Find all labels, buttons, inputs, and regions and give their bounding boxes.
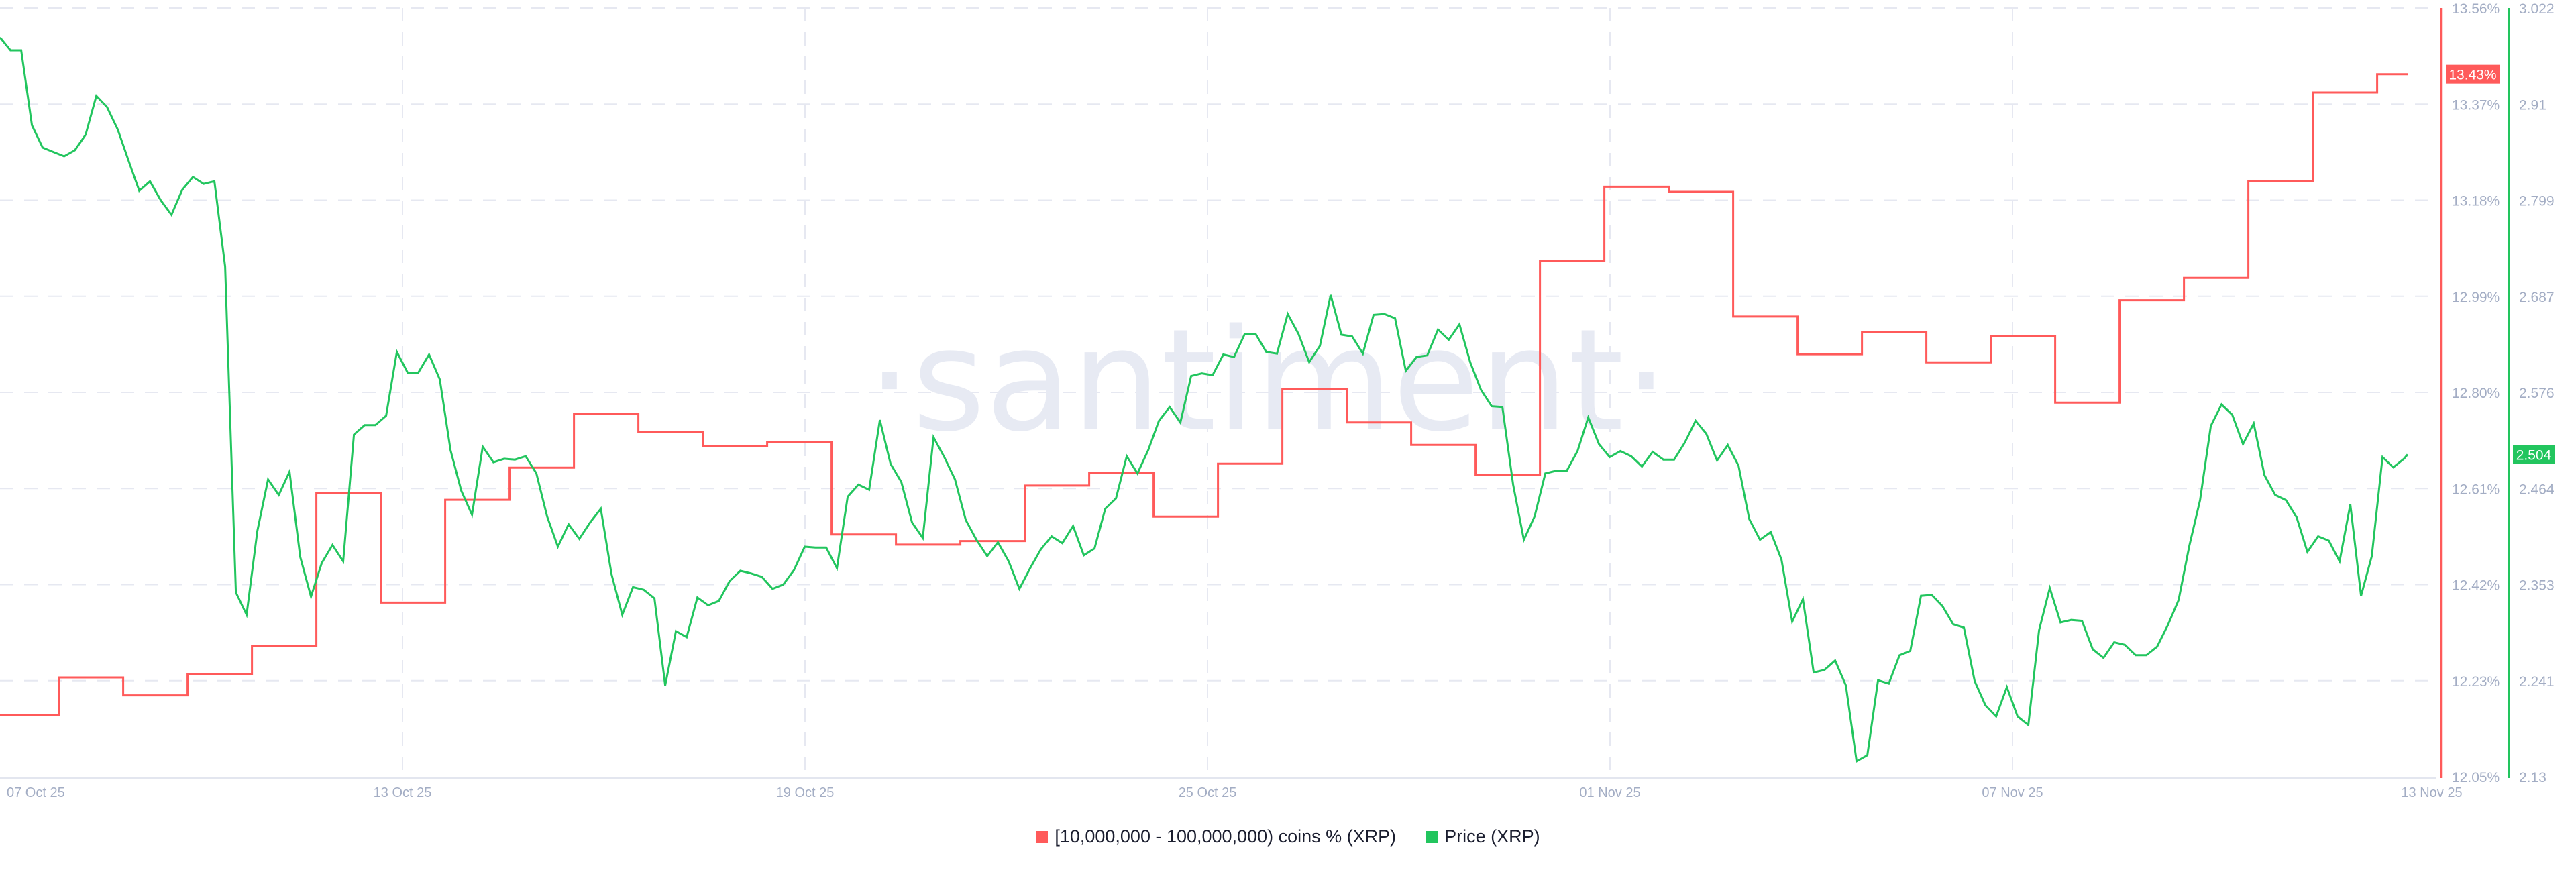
price-tick-label: 2.353 [2519, 578, 2555, 594]
legend-label: [10,000,000 - 100,000,000) coins % (XRP) [1055, 826, 1397, 847]
price-tick-label: 2.13 [2519, 770, 2546, 785]
price-tick-label: 2.464 [2519, 482, 2555, 497]
price-tick-label: 2.799 [2519, 194, 2555, 209]
x-tick-label: 25 Oct 25 [1179, 785, 1237, 800]
price-axis-ticks: 3.022 2.91 2.799 2.687 2.576 2.464 2.353 2.241 2… [2519, 1, 2555, 785]
percent-tick-label: 13.18% [2452, 194, 2500, 209]
legend-swatch-green [1426, 830, 1438, 843]
legend-item-price[interactable]: Price (XRP) [1426, 826, 1540, 847]
price-tick-label: 2.91 [2519, 97, 2546, 113]
x-tick-label: 19 Oct 25 [776, 785, 835, 800]
legend-swatch-red [1036, 830, 1049, 843]
percent-tick-label: 12.42% [2452, 578, 2500, 594]
percent-axis-ticks: 13.56% 13.37% 13.18% 12.99% 12.80% 12.61% 12.4… [2452, 1, 2500, 785]
percent-tick-label: 12.05% [2452, 770, 2500, 785]
percent-tick-label: 12.99% [2452, 290, 2500, 305]
x-tick-label: 07 Oct 25 [7, 785, 65, 800]
grid [0, 7, 2436, 777]
percent-tick-label: 12.23% [2452, 674, 2500, 690]
series-line-coins-percent [0, 73, 2408, 716]
percent-tick-label: 13.37% [2452, 97, 2500, 113]
price-tick-label: 2.576 [2519, 386, 2555, 401]
percent-tick-label: 12.61% [2452, 482, 2500, 497]
x-tick-label: 07 Nov 25 [1982, 785, 2043, 800]
x-tick-label: 13 Nov 25 [2401, 785, 2462, 800]
legend-label: Price (XRP) [1444, 826, 1540, 847]
last-value-price: 2.504 [2516, 448, 2552, 464]
x-axis-ticks: 07 Oct 25 13 Oct 25 19 Oct 25 25 Oct 25 01 N… [7, 785, 2463, 800]
price-tick-label: 2.241 [2519, 674, 2555, 690]
series-line-price [0, 36, 2409, 763]
x-tick-label: 13 Oct 25 [374, 785, 432, 800]
legend: [10,000,000 - 100,000,000) coins % (XRP)… [0, 826, 2576, 847]
price-tick-label: 3.022 [2519, 1, 2555, 17]
price-tick-label: 2.687 [2519, 290, 2555, 305]
last-value-percent: 13.43% [2449, 68, 2496, 83]
percent-tick-label: 12.80% [2452, 386, 2500, 401]
last-value-badge-percent: 13.43% [2446, 64, 2500, 84]
watermark: ·santiment· [867, 298, 1669, 463]
x-tick-label: 01 Nov 25 [1579, 785, 1640, 800]
percent-tick-label: 13.56% [2452, 1, 2500, 17]
last-value-badge-price: 2.504 [2513, 445, 2555, 464]
legend-item-coins-percent[interactable]: [10,000,000 - 100,000,000) coins % (XRP) [1036, 826, 1396, 847]
